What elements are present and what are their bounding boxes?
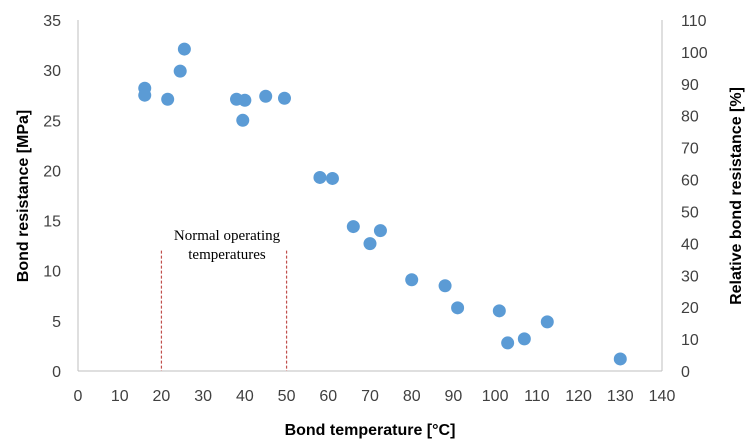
annotation-line-1: Normal operating: [174, 228, 281, 244]
data-point-3: [173, 64, 187, 78]
data-point-18: [492, 304, 506, 318]
data-point-2: [161, 92, 175, 106]
x-tick-label-7: 70: [361, 388, 379, 405]
data-point-17: [451, 301, 465, 315]
data-point-6: [236, 113, 250, 127]
data-point-10: [313, 170, 327, 184]
x-tick-labels: 0 10 20 30 40 50 60 70 80 90 100 110 120 130 140: [74, 388, 676, 405]
y-tick-label-1: 5: [52, 314, 61, 331]
data-point-22: [613, 352, 627, 366]
y2-tick-label-9: 90: [681, 77, 699, 94]
y-tick-label-7: 35: [43, 13, 61, 30]
y2-tick-label-10: 100: [681, 45, 708, 62]
data-points: [138, 42, 627, 366]
x-tick-label-3: 30: [194, 388, 212, 405]
data-point-20: [517, 332, 531, 346]
data-point-7: [238, 93, 252, 107]
data-point-21: [540, 315, 554, 329]
x-tick-label-5: 50: [278, 388, 296, 405]
plot-area: 0 10 20 30 40 50 60 70 80 90 100 110 120 130 140 05101…: [43, 13, 708, 405]
data-point-8: [259, 89, 273, 103]
data-point-11: [325, 171, 339, 185]
y2-tick-label-6: 60: [681, 173, 699, 190]
y2-tick-label-5: 50: [681, 204, 699, 221]
x-tick-label-1: 10: [111, 388, 129, 405]
x-tick-label-14: 140: [649, 388, 676, 405]
x-tick-label-13: 130: [607, 388, 634, 405]
annotation-line-2: temperatures: [188, 247, 266, 263]
data-point-4: [177, 42, 191, 56]
x-axis-title: Bond temperature [°C]: [285, 422, 456, 439]
data-point-12: [346, 220, 360, 234]
y2-tick-label-1: 10: [681, 332, 699, 349]
x-tick-label-9: 90: [445, 388, 463, 405]
y-axis-title: Bond resistance [MPa]: [15, 110, 32, 282]
x-tick-label-12: 120: [565, 388, 592, 405]
y-tick-label-3: 15: [43, 214, 61, 231]
y-tick-label-4: 20: [43, 163, 61, 180]
x-tick-label-11: 110: [524, 388, 550, 405]
x-tick-label-8: 80: [403, 388, 421, 405]
data-point-1: [138, 88, 152, 102]
y2-tick-label-2: 20: [681, 300, 699, 317]
data-point-13: [363, 237, 377, 251]
y-tick-label-5: 25: [43, 113, 61, 130]
x-tick-label-2: 20: [153, 388, 171, 405]
y2-tick-labels: 0 10 20 30 40 50 60 70 80 90 100 110: [681, 13, 708, 381]
y2-tick-label-4: 40: [681, 236, 699, 253]
x-tick-label-6: 60: [319, 388, 337, 405]
y2-tick-label-0: 0: [681, 364, 690, 381]
data-point-15: [405, 273, 419, 287]
y-tick-label-0: 0: [52, 364, 61, 381]
y2-tick-label-7: 70: [681, 141, 699, 158]
data-point-9: [277, 91, 291, 105]
data-point-16: [438, 279, 452, 293]
y-tick-label-6: 30: [43, 63, 61, 80]
y-tick-labels: 0 5 10 15 20 25 30 35: [43, 13, 61, 381]
x-tick-label-4: 40: [236, 388, 254, 405]
y-tick-label-2: 10: [43, 264, 61, 281]
x-tick-label-0: 0: [74, 388, 83, 405]
y2-tick-label-3: 30: [681, 268, 699, 285]
x-tick-label-10: 100: [482, 388, 509, 405]
y2-axis-title: Relative bond resistance [%]: [728, 87, 745, 305]
reference-lines: [160, 250, 288, 371]
data-point-19: [501, 336, 515, 350]
data-point-14: [373, 224, 387, 238]
y2-tick-label-8: 80: [681, 109, 699, 126]
y2-tick-label-11: 110: [681, 13, 707, 30]
